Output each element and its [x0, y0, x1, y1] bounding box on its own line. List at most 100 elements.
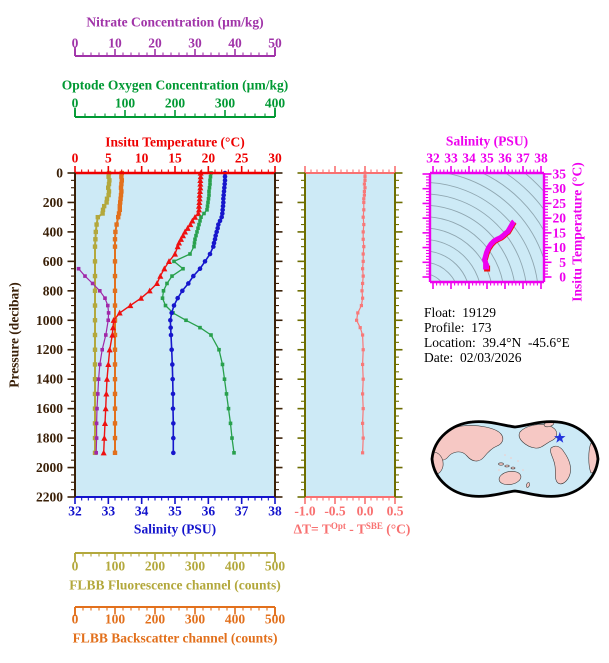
- svg-text:36: 36: [202, 504, 216, 519]
- svg-text:100: 100: [105, 559, 126, 574]
- svg-text:20: 20: [148, 36, 162, 51]
- svg-text:33: 33: [102, 504, 116, 519]
- svg-text:200: 200: [165, 96, 186, 111]
- svg-text:1400: 1400: [36, 372, 63, 387]
- pressure-axis-title: Pressure (decibar): [6, 282, 22, 388]
- date-line: Date: 02/03/2026: [424, 350, 522, 365]
- svg-text:35: 35: [168, 504, 182, 519]
- delta-panel-frame: -1.0 -0.5 0.0 0.5: [294, 166, 404, 519]
- svg-text:500: 500: [265, 612, 286, 627]
- svg-text:10: 10: [108, 36, 122, 51]
- svg-text:0.5: 0.5: [387, 504, 404, 519]
- svg-text:2200: 2200: [36, 490, 63, 505]
- main-plot-frame: 0 5 10 15 20 25 30 32 33 34 35 36 37 38 0 200 400 600 800 1…: [36, 151, 283, 519]
- panel-backgrounds: [75, 173, 544, 497]
- curve-flbb-backscatter: [112, 170, 124, 456]
- svg-text:34: 34: [462, 151, 476, 166]
- svg-text:100: 100: [105, 612, 126, 627]
- svg-text:33: 33: [444, 151, 458, 166]
- svg-text:32: 32: [426, 151, 440, 166]
- svg-text:10: 10: [553, 240, 567, 255]
- svg-text:40: 40: [228, 36, 242, 51]
- svg-text:1600: 1600: [36, 401, 63, 416]
- insitu-temp-axis-title: Insitu Temperature (°C): [105, 134, 245, 150]
- svg-text:200: 200: [145, 612, 166, 627]
- svg-text:35: 35: [480, 151, 494, 166]
- svg-text:5: 5: [559, 255, 566, 270]
- delta-t-title-post: (°C): [382, 521, 411, 537]
- svg-text:38: 38: [534, 151, 548, 166]
- svg-text:100: 100: [115, 96, 136, 111]
- svg-text:10: 10: [135, 151, 149, 166]
- ts-temperature-axis-title: Insitu Temperature (°C): [569, 162, 585, 302]
- main-plot-curves: [76, 169, 236, 456]
- delta-t-title-pre: ΔT= T: [293, 521, 331, 537]
- svg-text:5: 5: [105, 151, 112, 166]
- curve-salinity: [168, 170, 228, 456]
- svg-text:300: 300: [215, 96, 236, 111]
- backscatter-axis-title: FLBB Backscatter channel (counts): [72, 630, 278, 646]
- svg-text:35: 35: [553, 167, 567, 182]
- delta-t-curve: [355, 171, 367, 455]
- oxygen-axis-title: Optode Oxygen Concentration (µm/kg): [61, 77, 289, 93]
- svg-text:25: 25: [235, 151, 249, 166]
- svg-text:34: 34: [135, 504, 149, 519]
- svg-text:36: 36: [498, 151, 512, 166]
- nitrate-axis-title: Nitrate Concentration (µm/kg): [86, 14, 264, 30]
- svg-text:32: 32: [68, 504, 82, 519]
- svg-text:0: 0: [72, 36, 79, 51]
- curve-optode-oxygen: [160, 171, 236, 455]
- svg-text:600: 600: [43, 254, 64, 269]
- svg-text:0: 0: [72, 151, 79, 166]
- world-map: [430, 420, 600, 498]
- svg-text:0: 0: [72, 559, 79, 574]
- ts-curve: [482, 219, 517, 272]
- svg-text:1800: 1800: [36, 431, 63, 446]
- svg-text:20: 20: [553, 211, 567, 226]
- profile-id-line: Profile: 173: [424, 320, 492, 335]
- svg-text:30: 30: [553, 181, 567, 196]
- float-id-line: Float: 19129: [424, 305, 497, 320]
- svg-text:200: 200: [43, 195, 64, 210]
- salinity-axis-title: Salinity (PSU): [133, 521, 217, 537]
- curve-nitrate: [76, 266, 111, 455]
- svg-text:1200: 1200: [36, 342, 63, 357]
- delta-t-axis-title: ΔT= TOpt - TSBE (°C): [294, 522, 411, 536]
- svg-text:15: 15: [553, 225, 567, 240]
- location-line: Location: 39.4°N -45.6°E: [424, 335, 570, 350]
- svg-text:0: 0: [56, 166, 63, 181]
- svg-text:25: 25: [553, 196, 567, 211]
- svg-text:20: 20: [202, 151, 216, 166]
- svg-text:300: 300: [185, 559, 206, 574]
- ts-salinity-axis-title: Salinity (PSU): [445, 133, 529, 149]
- svg-text:1000: 1000: [36, 313, 63, 328]
- float-location-star: [554, 431, 566, 443]
- svg-text:800: 800: [43, 283, 64, 298]
- svg-text:0.0: 0.0: [357, 504, 374, 519]
- fluorescence-axis-title: FLBB Fluorescence channel (counts): [69, 577, 281, 593]
- svg-text:-0.5: -0.5: [324, 504, 346, 519]
- svg-text:50: 50: [268, 36, 282, 51]
- svg-text:15: 15: [168, 151, 182, 166]
- svg-text:-1.0: -1.0: [294, 504, 316, 519]
- svg-text:500: 500: [265, 559, 286, 574]
- svg-text:400: 400: [225, 559, 246, 574]
- svg-text:37: 37: [235, 504, 249, 519]
- svg-text:400: 400: [43, 224, 64, 239]
- svg-text:0: 0: [559, 270, 566, 285]
- svg-text:30: 30: [268, 151, 282, 166]
- svg-text:0: 0: [72, 612, 79, 627]
- svg-text:400: 400: [265, 96, 286, 111]
- svg-text:30: 30: [188, 36, 202, 51]
- map-continents: [432, 421, 598, 488]
- svg-text:38: 38: [268, 504, 282, 519]
- svg-text:2000: 2000: [36, 460, 63, 475]
- delta-t-title-sup-sbe: SBE: [365, 521, 383, 531]
- curve-insitu-temperature: [100, 169, 204, 456]
- svg-text:400: 400: [225, 612, 246, 627]
- delta-t-title-sup-opt: Opt: [330, 521, 346, 531]
